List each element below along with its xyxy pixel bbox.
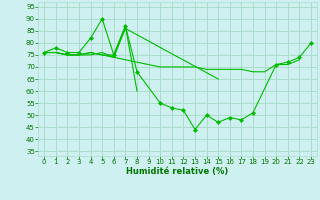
X-axis label: Humidité relative (%): Humidité relative (%) [126, 167, 229, 176]
